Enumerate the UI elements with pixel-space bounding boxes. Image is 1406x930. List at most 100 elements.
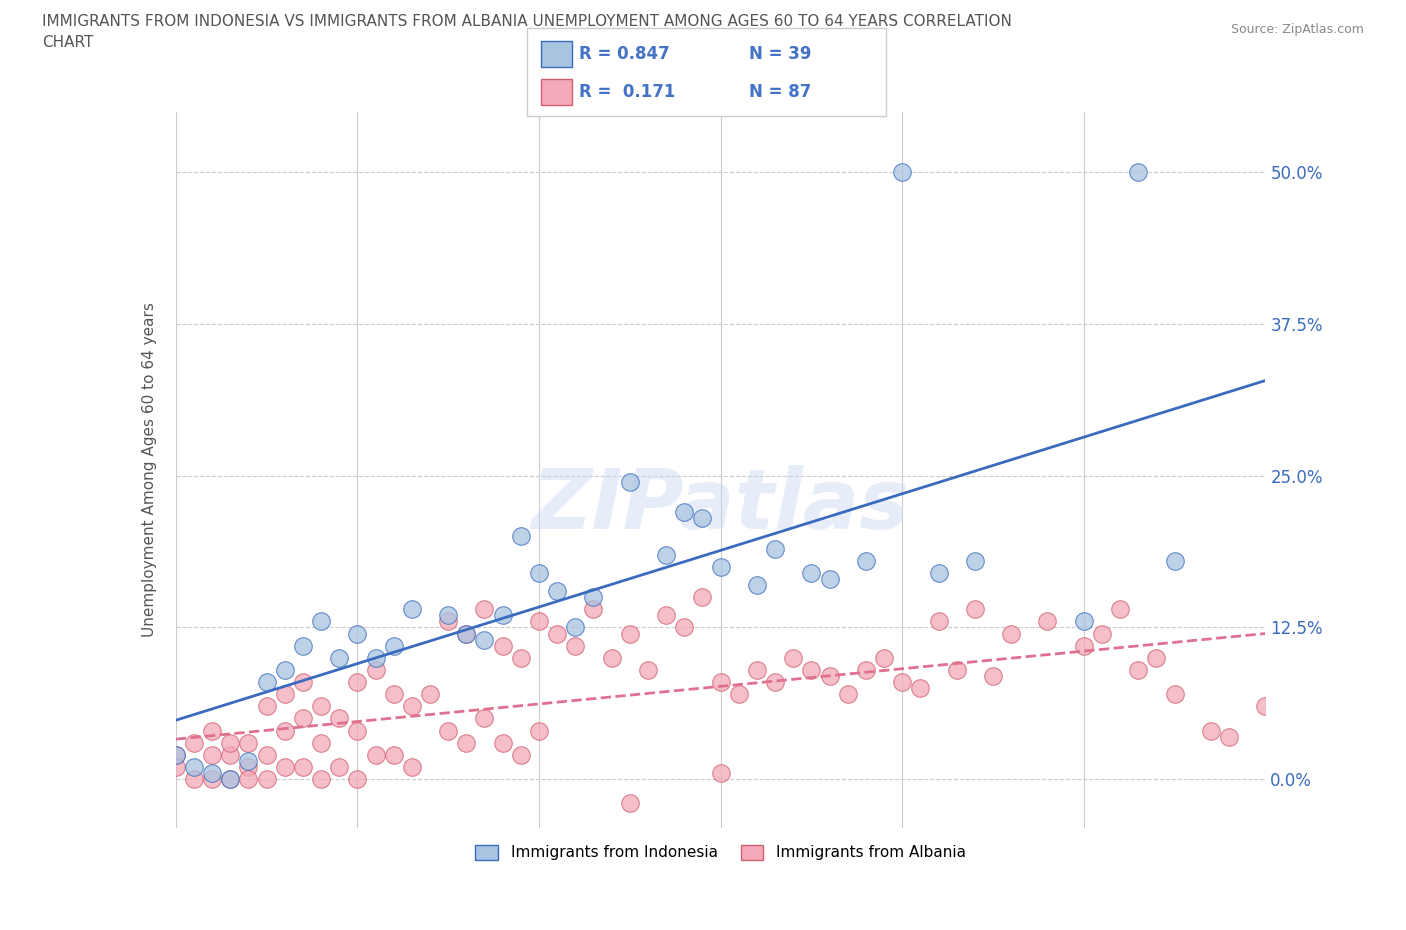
Point <box>183 736 205 751</box>
Point <box>692 590 714 604</box>
Point <box>855 553 877 568</box>
Point <box>963 553 986 568</box>
Point <box>928 565 950 580</box>
Point <box>309 736 332 751</box>
Point <box>364 650 387 665</box>
Point <box>419 686 441 701</box>
Point <box>382 638 405 653</box>
Point <box>800 565 823 580</box>
Point <box>564 638 586 653</box>
Point <box>818 669 841 684</box>
Point <box>745 662 768 677</box>
Point <box>201 748 224 763</box>
Point <box>456 626 478 641</box>
Point <box>981 669 1004 684</box>
Point <box>219 736 242 751</box>
Point <box>637 662 659 677</box>
Point <box>401 698 423 713</box>
Point <box>910 681 932 696</box>
Point <box>238 772 260 787</box>
Point <box>692 511 714 525</box>
Point <box>1073 614 1095 629</box>
Point <box>437 608 460 623</box>
Point <box>364 662 387 677</box>
Point <box>274 686 297 701</box>
Point <box>291 760 314 775</box>
Point <box>945 662 967 677</box>
Point <box>582 602 605 617</box>
Point <box>256 748 278 763</box>
Point <box>837 686 859 701</box>
Text: CHART: CHART <box>42 35 94 50</box>
Point <box>873 650 896 665</box>
Point <box>1073 638 1095 653</box>
Point <box>509 748 531 763</box>
Point <box>492 736 515 751</box>
Point <box>600 650 623 665</box>
Point <box>256 674 278 689</box>
Point <box>474 711 496 726</box>
Point <box>619 626 641 641</box>
Point <box>437 724 460 738</box>
Point <box>364 748 387 763</box>
Point <box>328 711 350 726</box>
Point <box>527 565 550 580</box>
Point <box>274 724 297 738</box>
Point <box>1146 650 1168 665</box>
Point <box>456 626 478 641</box>
Point <box>201 724 224 738</box>
Point <box>763 674 786 689</box>
Point <box>474 602 496 617</box>
Point <box>165 760 187 775</box>
Point <box>256 698 278 713</box>
Point <box>401 760 423 775</box>
Point <box>401 602 423 617</box>
Point <box>1163 553 1185 568</box>
Point <box>1091 626 1114 641</box>
Point <box>745 578 768 592</box>
Point <box>1128 662 1150 677</box>
Point <box>183 772 205 787</box>
Point <box>238 736 260 751</box>
Point <box>238 753 260 768</box>
Point <box>201 772 224 787</box>
Text: ZIPatlas: ZIPatlas <box>531 465 910 546</box>
Point <box>527 724 550 738</box>
Point <box>165 748 187 763</box>
Point <box>928 614 950 629</box>
Text: N = 87: N = 87 <box>749 83 811 101</box>
Point <box>291 711 314 726</box>
Point <box>582 590 605 604</box>
Point <box>474 632 496 647</box>
Point <box>328 760 350 775</box>
Point <box>219 748 242 763</box>
Point <box>382 686 405 701</box>
Point <box>655 547 678 562</box>
Point <box>891 674 914 689</box>
Point <box>782 650 804 665</box>
Point <box>727 686 749 701</box>
Point <box>183 760 205 775</box>
Point <box>328 650 350 665</box>
Point <box>492 608 515 623</box>
Text: IMMIGRANTS FROM INDONESIA VS IMMIGRANTS FROM ALBANIA UNEMPLOYMENT AMONG AGES 60 : IMMIGRANTS FROM INDONESIA VS IMMIGRANTS … <box>42 14 1012 29</box>
Point <box>763 541 786 556</box>
Text: R = 0.847: R = 0.847 <box>579 45 671 63</box>
Point <box>1000 626 1022 641</box>
Point <box>891 165 914 179</box>
Point <box>546 584 568 599</box>
Point <box>800 662 823 677</box>
Point <box>710 765 733 780</box>
Point <box>309 698 332 713</box>
Point <box>437 614 460 629</box>
Point <box>309 614 332 629</box>
Point <box>201 765 224 780</box>
Point <box>564 620 586 635</box>
Point <box>509 529 531 544</box>
Point <box>309 772 332 787</box>
Point <box>619 796 641 811</box>
Point <box>346 772 368 787</box>
Point <box>1218 729 1240 744</box>
Point <box>256 772 278 787</box>
Point <box>1199 724 1222 738</box>
